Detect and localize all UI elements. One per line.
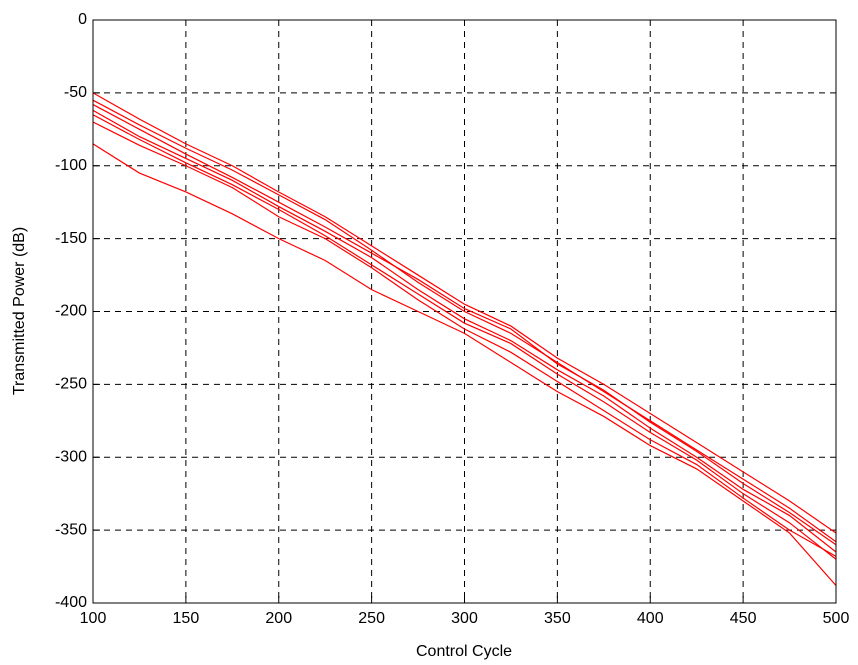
plot-border: [92, 19, 837, 604]
x-tick-label: 350: [544, 610, 571, 627]
y-tick-label: 0: [78, 11, 87, 28]
x-tick-label: 400: [637, 610, 664, 627]
series-line: [92, 104, 837, 546]
y-tick-label: -400: [55, 594, 87, 611]
x-tick-label: 450: [730, 610, 757, 627]
series-line: [92, 143, 837, 586]
series-line: [92, 92, 837, 534]
x-tick-label: 250: [358, 610, 385, 627]
x-tick-label: 300: [451, 610, 478, 627]
y-tick-label: -300: [55, 448, 87, 465]
x-tick-label: 150: [173, 610, 200, 627]
y-tick-label: -100: [55, 157, 87, 174]
x-tick-label: 500: [823, 610, 850, 627]
y-tick-label: -150: [55, 230, 87, 247]
y-tick-label: -350: [55, 521, 87, 538]
y-axis-label: Transmitted Power (dB): [11, 227, 28, 395]
y-tick-label: -250: [55, 376, 87, 393]
series-line: [92, 109, 837, 553]
x-tick-label: 100: [80, 610, 107, 627]
series-line: [92, 121, 837, 557]
x-axis-label: Control Cycle: [416, 643, 512, 660]
series-line: [92, 99, 837, 543]
series-line: [92, 114, 837, 560]
y-tick-label: -50: [64, 84, 87, 101]
x-tick-label: 200: [265, 610, 292, 627]
y-tick-label: -200: [55, 303, 87, 320]
